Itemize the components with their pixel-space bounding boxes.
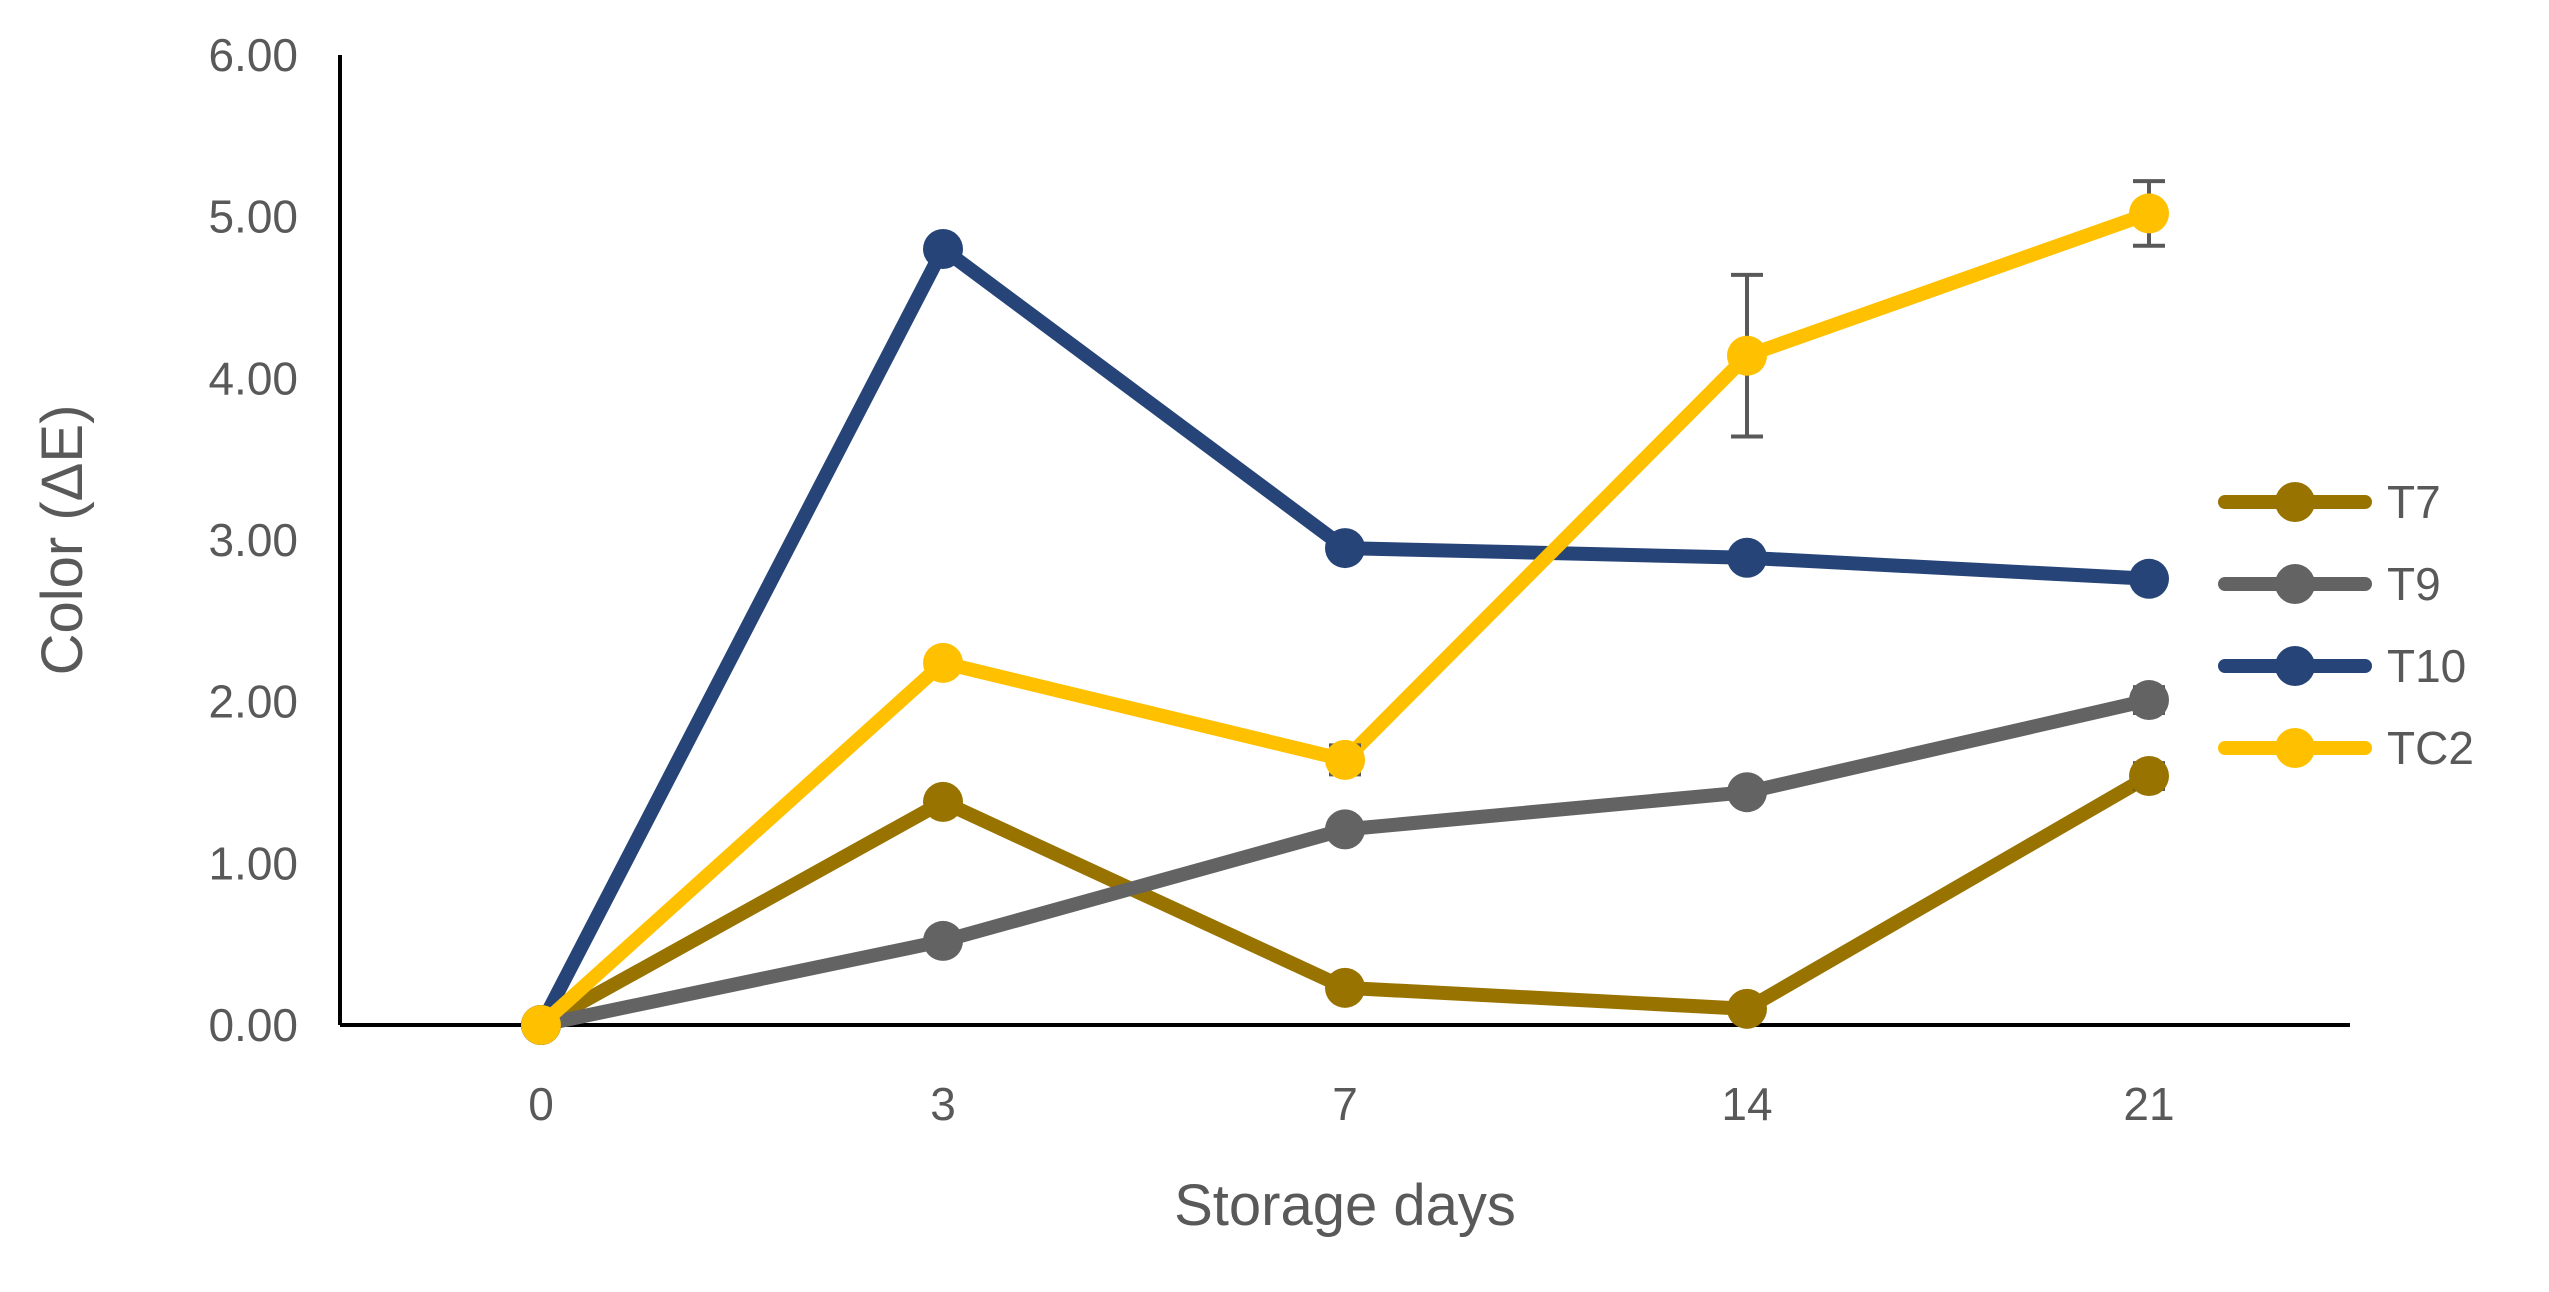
series-line — [534, 206, 2156, 1032]
legend-label: TC2 — [2387, 722, 2474, 774]
data-point — [2129, 193, 2169, 234]
x-tick-label: 3 — [930, 1078, 956, 1130]
legend-label: T7 — [2387, 476, 2441, 528]
data-point — [1727, 335, 1767, 376]
legend-item-t9: T9 — [2218, 558, 2441, 610]
data-point — [923, 229, 963, 269]
data-point — [1727, 988, 1767, 1029]
x-tick-label: 0 — [528, 1078, 554, 1130]
data-point — [521, 1005, 561, 1045]
x-axis-title: Storage days — [1174, 1173, 1516, 1238]
data-point — [1325, 739, 1365, 780]
y-tick-label: 3.00 — [208, 514, 298, 566]
plot-area — [521, 179, 2169, 1045]
data-point — [923, 781, 963, 822]
series-t10 — [521, 229, 2169, 1045]
series-tc2 — [521, 179, 2169, 1045]
data-point — [1325, 528, 1365, 569]
legend-label: T10 — [2387, 640, 2466, 692]
legend: T7 T9 T10 TC2 — [2218, 476, 2474, 774]
legend-item-t7: T7 — [2218, 476, 2441, 528]
data-point — [923, 920, 963, 961]
y-tick-label: 6.00 — [208, 29, 298, 81]
y-axis-title: Color (ΔE) — [30, 405, 95, 676]
legend-swatch-marker — [2275, 482, 2315, 522]
y-tick-label: 5.00 — [208, 191, 298, 243]
legend-swatch-marker — [2275, 646, 2315, 686]
data-point — [1325, 809, 1365, 850]
x-tick-label: 14 — [1721, 1078, 1772, 1130]
y-tick-label: 0.00 — [208, 999, 298, 1051]
legend-swatch-marker — [2275, 564, 2315, 604]
x-tick-label: 21 — [2123, 1078, 2174, 1130]
legend-swatch-marker — [2275, 728, 2315, 768]
legend-item-tc2: TC2 — [2218, 722, 2474, 774]
data-point — [1727, 537, 1767, 578]
data-point — [923, 642, 963, 683]
series-t7 — [521, 756, 2169, 1045]
data-point — [2129, 756, 2169, 797]
legend-item-t10: T10 — [2218, 640, 2466, 692]
y-tick-label: 1.00 — [208, 837, 298, 889]
y-axis-ticks: 0.00 1.00 2.00 3.00 4.00 5.00 6.00 — [208, 29, 298, 1051]
y-tick-label: 2.00 — [208, 676, 298, 728]
x-tick-label: 7 — [1332, 1078, 1358, 1130]
y-tick-label: 4.00 — [208, 352, 298, 404]
x-axis-ticks: 0 3 7 14 21 — [528, 1078, 2174, 1130]
data-point — [1325, 967, 1365, 1008]
legend-label: T9 — [2387, 558, 2441, 610]
data-point — [1727, 772, 1767, 813]
data-point — [2129, 558, 2169, 599]
data-point — [2129, 680, 2169, 721]
